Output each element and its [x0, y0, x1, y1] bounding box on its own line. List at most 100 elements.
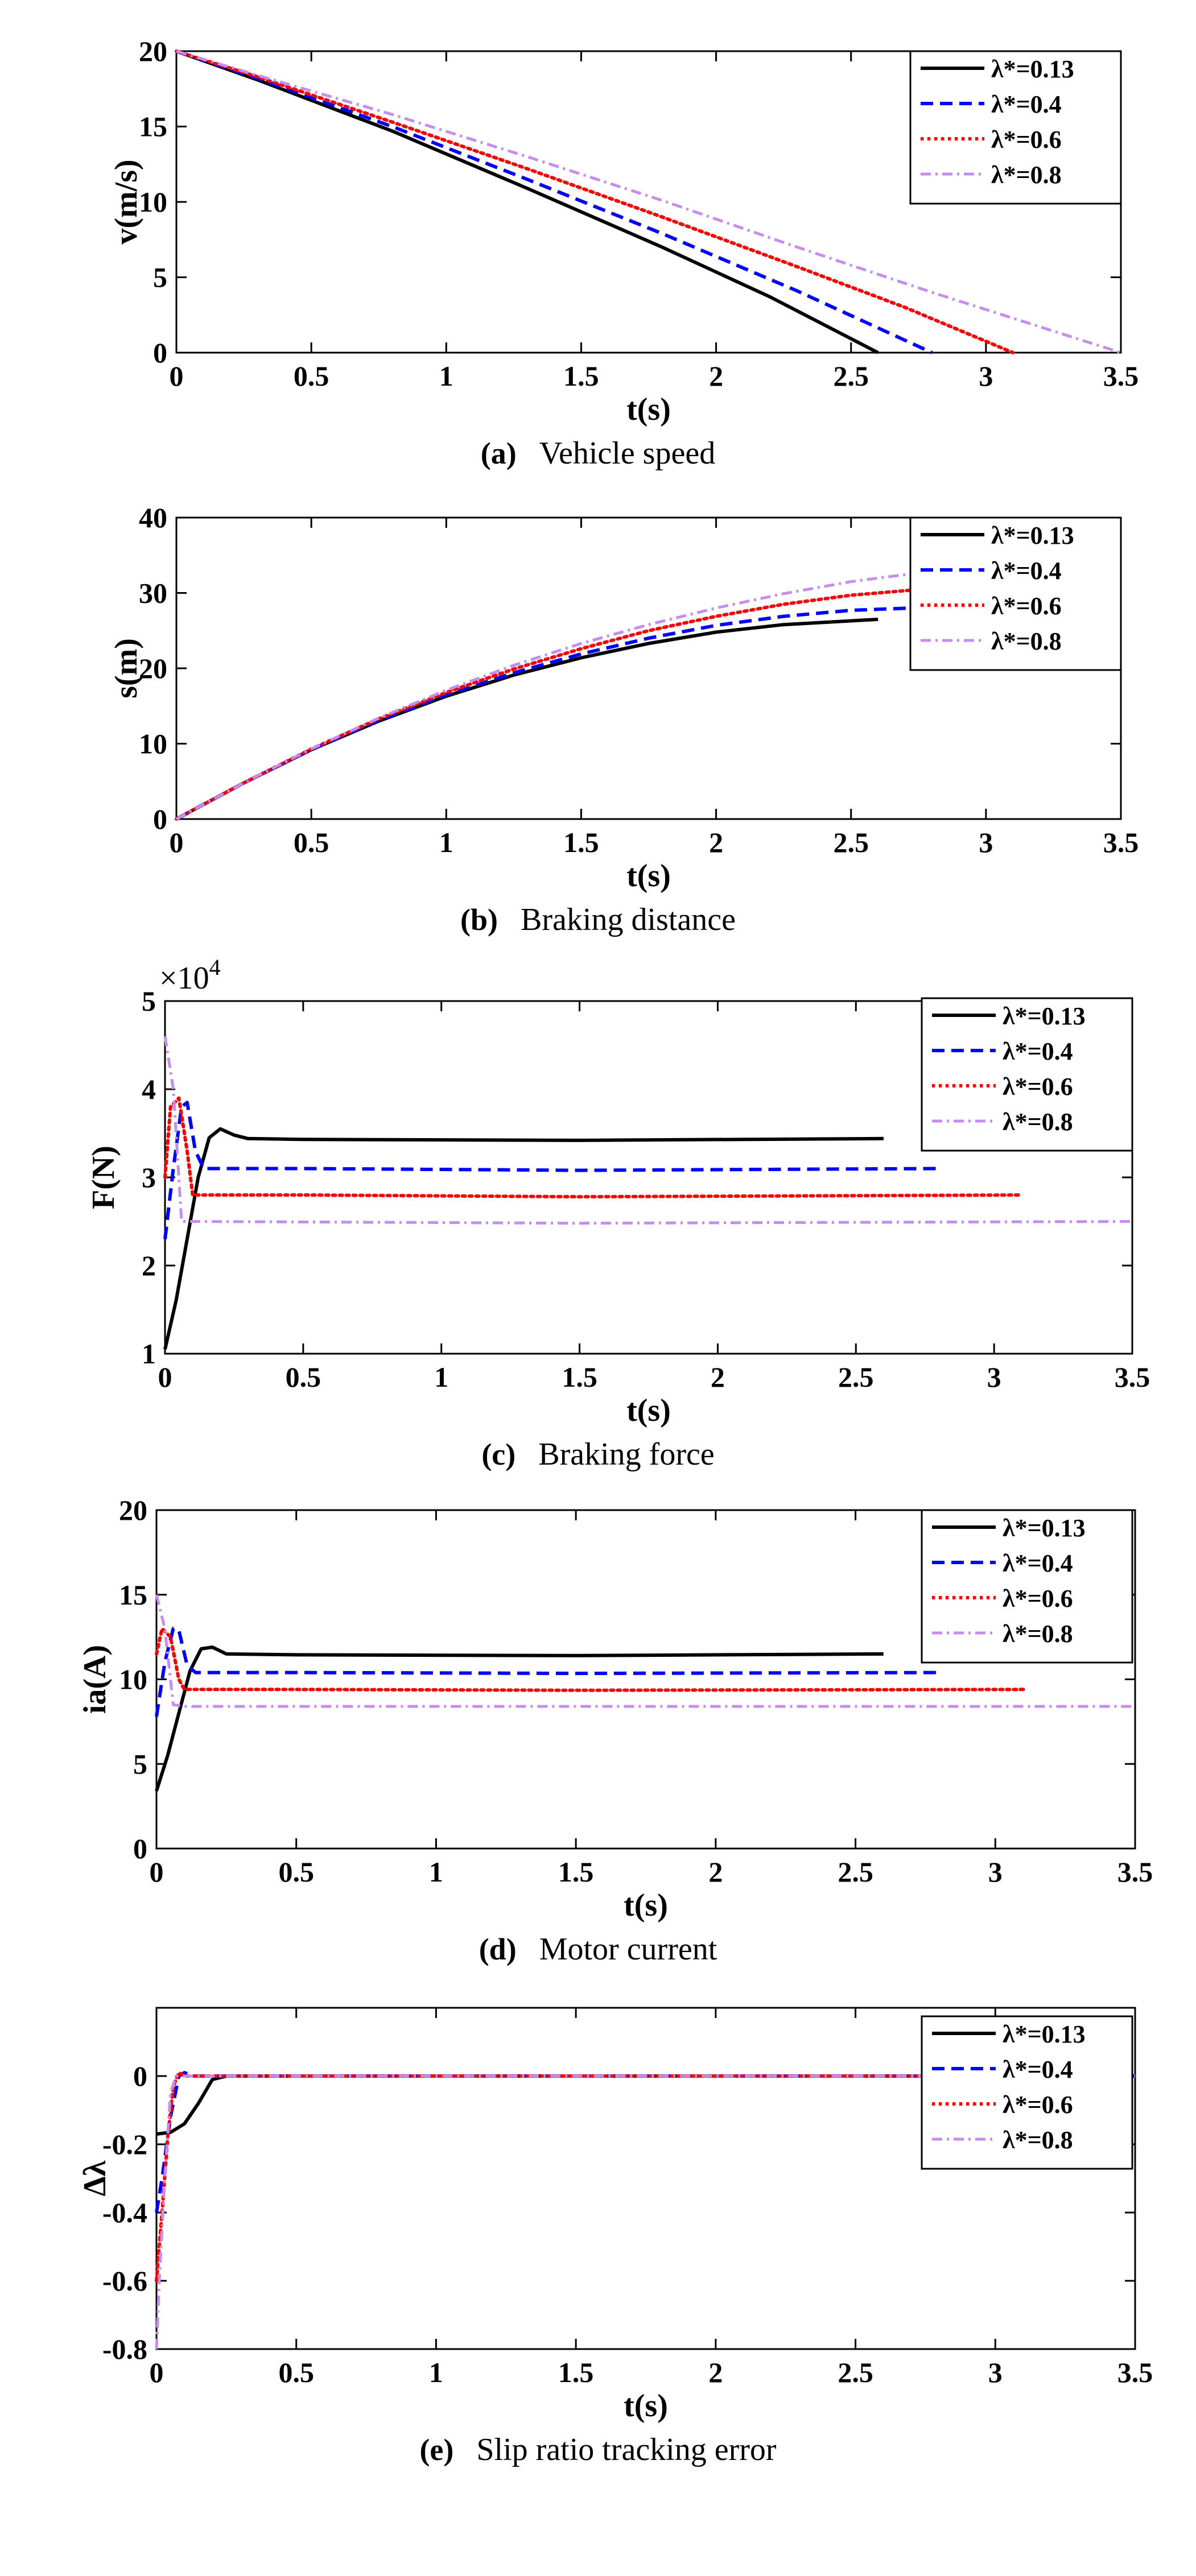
- x-tick-label: 3.5: [1103, 360, 1139, 392]
- x-tick-label: 3.5: [1103, 826, 1139, 858]
- y-tick-label: 0: [153, 803, 167, 835]
- series-line-3: [155, 1594, 1135, 1708]
- chart-b: 0 0.5 1 1.5 2 2.5 3 3.5 0 10 20 30 40 t(s) s(m) λ*=0.13…: [109, 502, 1139, 937]
- legend-box: [909, 50, 1122, 205]
- y-multiplier-base: ×10: [159, 961, 209, 996]
- series-line-0: [176, 49, 879, 354]
- x-tick-label: 1.5: [563, 826, 599, 858]
- chart-caption: (e) Slip ratio tracking error: [419, 2432, 776, 2467]
- x-tick-label: 3.5: [1117, 2356, 1153, 2388]
- x-tick-label: 0.5: [286, 1361, 321, 1393]
- y-tick-label: -0.8: [102, 2333, 147, 2365]
- y-tick-label: 15: [119, 1579, 147, 1611]
- y-axis-label: Δλ: [77, 2160, 113, 2196]
- legend-label-2: λ*=0.6: [991, 126, 1062, 154]
- x-tick-label: 3: [987, 1361, 1001, 1393]
- caption-text: Braking distance: [521, 902, 736, 937]
- series-line-1: [155, 1627, 940, 1717]
- y-tick-label: 3: [142, 1161, 156, 1193]
- legend-box: [921, 2015, 1133, 2170]
- y-multiplier-exponent: 4: [209, 954, 221, 980]
- x-tick-label: 3: [988, 1856, 1003, 1888]
- x-axis-label: t(s): [624, 2388, 668, 2424]
- legend-label-2: λ*=0.6: [1003, 1073, 1073, 1101]
- legend-label-3: λ*=0.8: [991, 161, 1062, 189]
- legend-label-2: λ*=0.6: [1003, 2091, 1073, 2119]
- y-tick-label: 0: [153, 337, 167, 369]
- caption-text: Vehicle speed: [539, 436, 715, 471]
- legend-label-1: λ*=0.4: [991, 557, 1062, 585]
- legend-box: [921, 997, 1133, 1152]
- x-tick-label: 0: [150, 2356, 164, 2388]
- x-tick-label: 2: [709, 360, 723, 392]
- y-multiplier: ×104: [159, 954, 221, 996]
- x-tick-label: 0.5: [278, 2356, 314, 2388]
- chart-caption: (a) Vehicle speed: [481, 436, 715, 471]
- x-tick-label: 2.5: [833, 826, 869, 858]
- series-line-0: [175, 617, 879, 821]
- chart-c: 0 0.5 1 1.5 2 2.5 3 3.512345t(s)F(N)×104λ*=0.13…: [86, 954, 1150, 1472]
- legend-label-2: λ*=0.6: [1003, 1585, 1073, 1612]
- chart-d: 0 0.5 1 1.5 2 2.5 3 3.5 0 5 10 15 20 t(s) ia(A) λ*=0.13…: [77, 1494, 1153, 1967]
- legend-label-0: λ*=0.13: [991, 522, 1074, 549]
- series-line-3: [163, 1036, 1133, 1225]
- legend-label-0: λ*=0.13: [1003, 1002, 1086, 1030]
- x-axis-label: t(s): [626, 1393, 671, 1428]
- y-tick-label: -0.2: [102, 2128, 147, 2160]
- series-line-1: [175, 605, 933, 821]
- legend-box: [909, 516, 1122, 671]
- caption-label: (b): [460, 903, 498, 937]
- legend-label-1: λ*=0.4: [991, 90, 1062, 118]
- caption-label: (d): [479, 1932, 517, 1966]
- chart-e: 0 0.5 1 1.5 2 2.5 3 3.5 -0.8 -0.6 -0.4 -0.2 0 t(s) Δλ λ…: [77, 2007, 1153, 2467]
- x-tick-label: 0.5: [294, 360, 329, 392]
- y-tick-label: 0: [133, 1833, 147, 1864]
- series-line-2: [163, 1096, 1024, 1199]
- y-tick-label: 5: [133, 1748, 147, 1780]
- series-line-1: [163, 1101, 939, 1239]
- x-tick-label: 2.5: [838, 2356, 873, 2388]
- x-tick-label: 3: [979, 826, 993, 858]
- series-line-2: [155, 1627, 1025, 1692]
- x-tick-label: 2.5: [838, 1856, 873, 1888]
- x-tick-label: 0: [158, 1361, 172, 1393]
- y-tick-label: 15: [139, 111, 167, 143]
- plot-frame: [155, 2007, 1136, 2350]
- y-tick-label: 20: [139, 652, 167, 684]
- legend-label-3: λ*=0.8: [991, 627, 1062, 655]
- x-tick-label: 2: [709, 826, 723, 858]
- x-tick-label: 0.5: [294, 826, 329, 858]
- series-line-0: [155, 1645, 884, 1792]
- legend-label-0: λ*=0.13: [1003, 1514, 1086, 1542]
- caption-label: (e): [419, 2433, 453, 2467]
- x-tick-label: 3: [988, 2356, 1003, 2388]
- caption-label: (c): [481, 1437, 515, 1471]
- x-tick-label: 1: [434, 1361, 448, 1393]
- chart-caption: (c) Braking force: [481, 1437, 714, 1472]
- caption-text: Motor current: [539, 1932, 717, 1967]
- legend-label-3: λ*=0.8: [1003, 2126, 1073, 2154]
- x-tick-label: 1: [429, 2356, 443, 2388]
- legend-label-1: λ*=0.4: [1003, 1037, 1073, 1065]
- x-tick-label: 1.5: [558, 2356, 594, 2388]
- x-tick-label: 1: [439, 360, 453, 392]
- caption-text: Slip ratio tracking error: [476, 2432, 777, 2467]
- y-tick-label: -0.4: [102, 2197, 147, 2228]
- y-tick-label: 2: [142, 1250, 156, 1281]
- x-tick-label: 1.5: [563, 360, 599, 392]
- y-axis-label: F(N): [86, 1146, 121, 1209]
- x-tick-label: 2: [708, 1856, 723, 1888]
- x-tick-label: 0.5: [278, 1856, 314, 1888]
- y-tick-label: 40: [139, 502, 167, 534]
- series-line-3: [155, 2074, 1135, 2350]
- legend-label-1: λ*=0.4: [1003, 2056, 1073, 2083]
- legend-label-0: λ*=0.13: [1003, 2020, 1086, 2048]
- x-tick-label: 1: [439, 826, 453, 858]
- caption-text: Braking force: [538, 1437, 714, 1472]
- y-axis-label: ia(A): [77, 1645, 113, 1714]
- x-tick-label: 3.5: [1117, 1856, 1153, 1888]
- y-tick-label: 30: [139, 577, 167, 609]
- x-axis-label: t(s): [626, 858, 671, 894]
- legend-label-0: λ*=0.13: [991, 55, 1074, 83]
- y-tick-label: -0.6: [102, 2265, 147, 2297]
